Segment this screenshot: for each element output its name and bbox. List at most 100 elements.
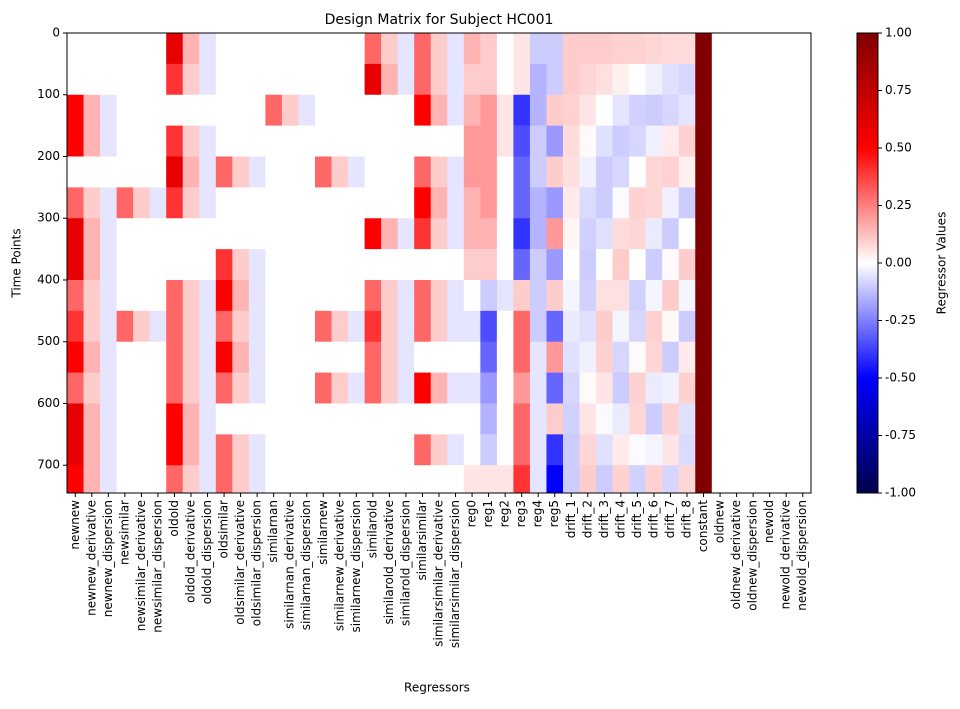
heatmap-cell bbox=[397, 341, 415, 373]
heatmap-cell bbox=[100, 218, 117, 250]
heatmap-cell bbox=[596, 310, 613, 343]
heatmap-cell bbox=[182, 279, 200, 312]
heatmap-cell bbox=[199, 156, 217, 188]
heatmap-cell bbox=[496, 63, 514, 96]
heatmap-cell bbox=[744, 279, 762, 312]
heatmap-cell bbox=[281, 434, 299, 466]
heatmap-cell bbox=[695, 249, 713, 281]
heatmap-cell bbox=[331, 310, 349, 343]
x-tick-label: similarnan bbox=[266, 500, 280, 563]
heatmap-cell bbox=[596, 33, 613, 65]
heatmap-cell bbox=[678, 218, 696, 250]
heatmap-cell bbox=[348, 249, 365, 281]
heatmap-cell bbox=[629, 372, 646, 404]
heatmap-cell bbox=[612, 218, 630, 250]
heatmap-cell bbox=[348, 403, 365, 435]
heatmap-cell bbox=[794, 125, 812, 157]
heatmap-cell bbox=[678, 187, 696, 219]
heatmap-cell bbox=[315, 434, 332, 466]
heatmap-cell bbox=[100, 63, 117, 96]
heatmap-cell bbox=[430, 125, 448, 157]
heatmap-cell bbox=[67, 372, 84, 404]
heatmap-cell bbox=[529, 434, 547, 466]
heatmap-cell bbox=[563, 94, 580, 126]
heatmap-cell bbox=[629, 310, 646, 343]
heatmap-cell bbox=[777, 434, 795, 466]
heatmap-cell bbox=[629, 403, 646, 435]
x-tick-label: similarold_derivative bbox=[382, 500, 396, 625]
heatmap-cell bbox=[199, 125, 217, 157]
heatmap-cell bbox=[348, 372, 365, 404]
heatmap-cell bbox=[563, 156, 580, 188]
heatmap-cell bbox=[116, 310, 134, 343]
heatmap-cell bbox=[149, 341, 167, 373]
heatmap-cell bbox=[414, 156, 432, 188]
heatmap-cell bbox=[447, 434, 465, 466]
y-tick-label: 600 bbox=[37, 396, 60, 410]
heatmap-cell bbox=[182, 218, 200, 250]
heatmap-cell bbox=[166, 465, 184, 494]
heatmap-cell bbox=[695, 372, 713, 404]
heatmap-cell bbox=[678, 63, 696, 96]
heatmap-cell bbox=[480, 372, 498, 404]
heatmap-cell bbox=[513, 249, 531, 281]
heatmap-cell bbox=[248, 465, 266, 494]
heatmap-cell bbox=[166, 249, 184, 281]
heatmap-cell bbox=[166, 341, 184, 373]
heatmap-cell bbox=[546, 434, 564, 466]
heatmap-cell bbox=[711, 218, 729, 250]
heatmap-cell bbox=[662, 218, 680, 250]
heatmap-cell bbox=[67, 125, 84, 157]
heatmap-cell bbox=[199, 310, 217, 343]
heatmap-cell bbox=[281, 279, 299, 312]
heatmap-cell bbox=[612, 310, 630, 343]
heatmap-cell bbox=[166, 372, 184, 404]
heatmap-cell bbox=[480, 63, 498, 96]
heatmap-cell bbox=[794, 341, 812, 373]
heatmap-cell bbox=[67, 403, 84, 435]
heatmap-cell bbox=[513, 125, 531, 157]
heatmap-cell bbox=[381, 94, 398, 126]
heatmap-cell bbox=[149, 187, 167, 219]
heatmap-cell bbox=[546, 372, 564, 404]
heatmap-cell bbox=[629, 434, 646, 466]
heatmap-cell bbox=[381, 403, 398, 435]
heatmap-cell bbox=[596, 156, 613, 188]
colorbar bbox=[856, 32, 879, 494]
heatmap-cell bbox=[744, 403, 762, 435]
heatmap-cell bbox=[447, 94, 465, 126]
heatmap-cell bbox=[100, 249, 117, 281]
heatmap-cell bbox=[529, 125, 547, 157]
heatmap-cell bbox=[678, 94, 696, 126]
heatmap-cell bbox=[695, 218, 713, 250]
heatmap-cell bbox=[777, 341, 795, 373]
heatmap-cell bbox=[315, 403, 332, 435]
heatmap-cell bbox=[364, 341, 382, 373]
heatmap-cell bbox=[529, 310, 547, 343]
heatmap-cell bbox=[579, 187, 597, 219]
heatmap-cell bbox=[397, 465, 415, 494]
heatmap-cell bbox=[83, 403, 101, 435]
heatmap-cell bbox=[281, 33, 299, 65]
heatmap-cell bbox=[381, 465, 398, 494]
heatmap-cell bbox=[381, 218, 398, 250]
heatmap-cell bbox=[166, 63, 184, 96]
heatmap-cell bbox=[711, 249, 729, 281]
heatmap-cell bbox=[248, 434, 266, 466]
heatmap-cell bbox=[744, 156, 762, 188]
heatmap-cell bbox=[182, 249, 200, 281]
x-tick-label: newsimilar_derivative bbox=[134, 500, 148, 631]
heatmap-cell bbox=[563, 33, 580, 65]
x-tick-label: oldsimilar bbox=[217, 500, 231, 559]
heatmap-cell bbox=[662, 63, 680, 96]
x-tick-label: oldnew_derivative bbox=[729, 500, 743, 609]
heatmap-cell bbox=[232, 341, 250, 373]
heatmap-cell bbox=[546, 33, 564, 65]
heatmap-cell bbox=[199, 279, 217, 312]
heatmap-cell bbox=[100, 341, 117, 373]
heatmap-cell bbox=[612, 125, 630, 157]
heatmap-cell bbox=[397, 63, 415, 96]
heatmap-cell bbox=[397, 372, 415, 404]
heatmap-cell bbox=[777, 187, 795, 219]
heatmap-cell bbox=[182, 341, 200, 373]
